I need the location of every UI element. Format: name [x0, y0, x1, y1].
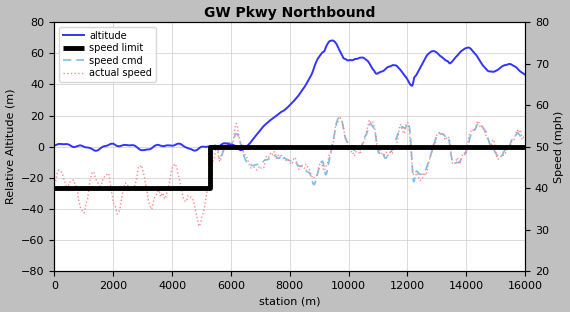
speed cmd	[335, 116, 342, 120]
Legend: altitude, speed limit, speed cmd, actual speed: altitude, speed limit, speed cmd, actual…	[59, 27, 156, 82]
actual speed	[336, 115, 343, 118]
X-axis label: station (m): station (m)	[259, 296, 320, 306]
altitude	[267, 118, 274, 122]
altitude	[522, 73, 528, 76]
actual speed	[75, 196, 82, 200]
speed limit	[522, 145, 528, 149]
actual speed	[267, 151, 274, 154]
Line: speed limit: speed limit	[54, 147, 525, 188]
altitude	[508, 63, 515, 66]
actual speed	[51, 183, 58, 187]
speed limit	[51, 186, 58, 190]
Title: GW Pkwy Northbound: GW Pkwy Northbound	[204, 6, 376, 20]
altitude	[51, 144, 58, 148]
altitude	[329, 39, 336, 42]
actual speed	[508, 139, 515, 142]
Line: speed cmd: speed cmd	[54, 118, 525, 188]
Y-axis label: Speed (mph): Speed (mph)	[555, 110, 564, 183]
altitude	[92, 149, 99, 153]
actual speed	[196, 224, 202, 228]
speed cmd	[280, 154, 287, 158]
altitude	[75, 144, 82, 148]
actual speed	[422, 173, 429, 177]
speed cmd	[75, 186, 82, 190]
speed cmd	[51, 186, 58, 190]
speed cmd	[508, 139, 515, 143]
speed cmd	[508, 139, 515, 142]
speed cmd	[522, 136, 528, 140]
Line: altitude: altitude	[54, 41, 525, 151]
actual speed	[508, 139, 515, 143]
speed cmd	[422, 169, 429, 173]
actual speed	[280, 157, 287, 161]
speed cmd	[267, 155, 274, 159]
Line: actual speed: actual speed	[54, 116, 525, 226]
Y-axis label: Relative Altitude (m): Relative Altitude (m)	[6, 89, 15, 204]
actual speed	[522, 134, 528, 138]
altitude	[280, 109, 287, 113]
altitude	[422, 56, 429, 60]
altitude	[508, 63, 515, 67]
speed limit	[207, 186, 214, 190]
speed limit	[207, 145, 214, 149]
